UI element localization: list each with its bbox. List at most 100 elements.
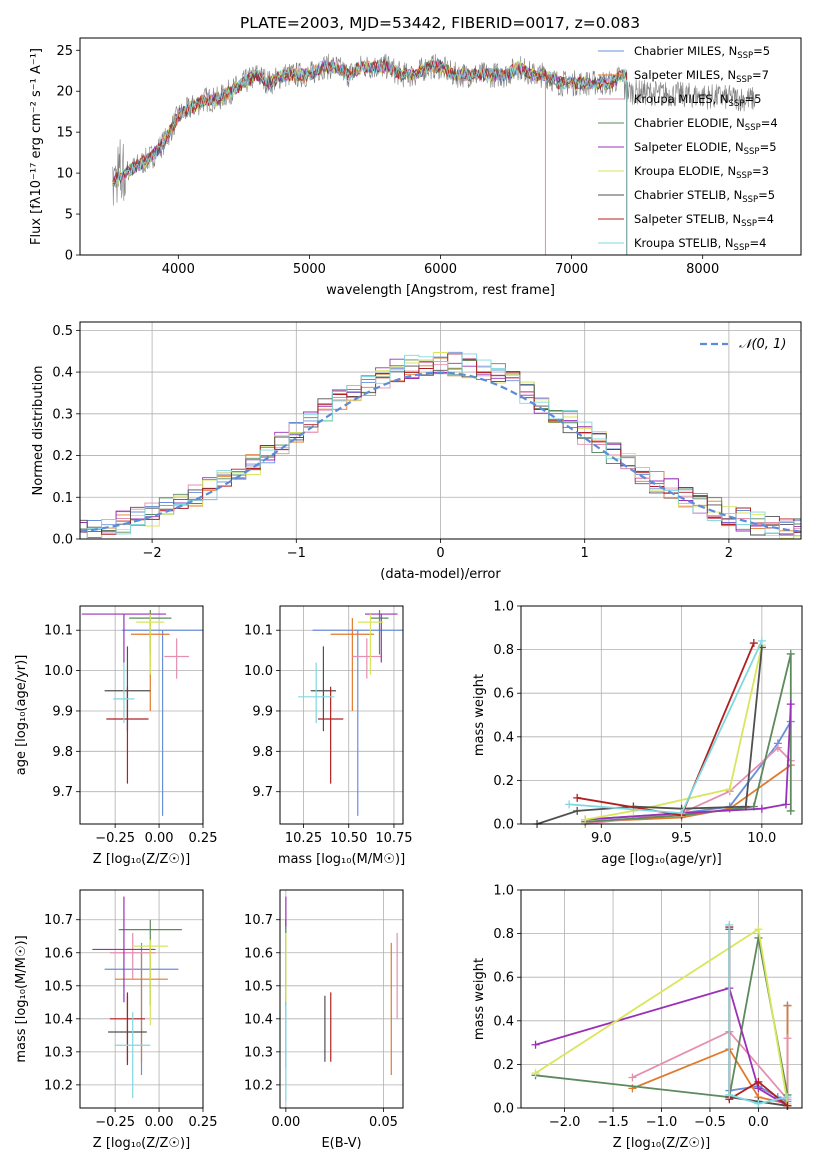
legend-suffix: =7 xyxy=(752,68,769,82)
x-tick-label: −1 xyxy=(287,546,306,561)
residual-histogram-3 xyxy=(80,359,801,538)
x-tick-label: 9.0 xyxy=(591,831,612,846)
y-tick-label: 0.0 xyxy=(493,818,514,833)
age-vs-mass-plot-area xyxy=(298,610,403,816)
y-tick-label: 9.9 xyxy=(252,704,273,719)
y-tick-label: 0.8 xyxy=(493,643,514,658)
y-tick-label: 10.1 xyxy=(244,624,273,639)
x-axis-label: Z [log₁₀(Z/Z☉)] xyxy=(613,1136,710,1151)
spectrum-plot-area xyxy=(112,53,756,255)
x-axis-label: mass [log₁₀(M/M☉)] xyxy=(278,852,405,867)
legend-suffix: =4 xyxy=(761,116,778,130)
mass-vs-Z-axes xyxy=(76,890,204,1112)
x-axis-label: age [log₁₀(age/yr)] xyxy=(601,852,722,867)
x-tick-label: 10.0 xyxy=(747,831,776,846)
legend-subscript: SSP xyxy=(734,243,750,253)
weight-marker-5 xyxy=(754,925,763,934)
y-tick-label: 10.6 xyxy=(44,946,73,961)
x-axis-label: Z [log₁₀(Z/Z☉)] xyxy=(93,852,190,867)
residual-histogram-5 xyxy=(80,352,801,539)
y-tick-label: 10.0 xyxy=(44,664,73,679)
residual-histogram-0 xyxy=(80,351,801,531)
y-tick-label: 10.0 xyxy=(244,664,273,679)
chart-title: PLATE=2003, MJD=53442, FIBERID=0017, z=0… xyxy=(240,14,640,32)
y-tick-label: 10.2 xyxy=(244,1078,273,1093)
y-tick-label: 1.0 xyxy=(493,884,514,899)
legend-suffix: =5 xyxy=(753,44,770,58)
x-tick-label: 2 xyxy=(725,546,733,561)
y-tick-label: 0.6 xyxy=(493,687,514,702)
y-tick-label: 9.9 xyxy=(52,704,73,719)
y-tick-label: 0.5 xyxy=(52,324,73,339)
weight-marker-2 xyxy=(773,743,782,752)
weight-marker-5 xyxy=(725,785,734,794)
weight-marker-2 xyxy=(628,1073,637,1082)
weight-vs-age-axes xyxy=(517,605,802,828)
weight-marker-3 xyxy=(786,806,795,815)
legend-subscript: SSP xyxy=(736,75,752,85)
y-tick-label: 0.0 xyxy=(52,533,73,548)
weight-marker-8 xyxy=(783,1093,792,1102)
weight-line-8 xyxy=(728,924,788,1105)
x-axis-label: Z [log₁₀(Z/Z☉)] xyxy=(93,1136,190,1151)
x-tick-label: 9.5 xyxy=(671,831,692,846)
x-tick-label: 10.25 xyxy=(285,831,322,846)
y-tick-label: 0.2 xyxy=(493,774,514,789)
axes-frame xyxy=(520,605,803,825)
weight-vs-Z-plot-area xyxy=(531,920,792,1110)
y-tick-label: 10.1 xyxy=(44,624,73,639)
y-tick-label: 10.6 xyxy=(244,946,273,961)
y-tick-label: 10.4 xyxy=(44,1012,73,1027)
y-tick-label: 0.3 xyxy=(52,407,73,422)
x-tick-label: −0.5 xyxy=(694,1115,726,1130)
weight-marker-8 xyxy=(754,1099,763,1108)
legend-label: Salpeter STELIB, N xyxy=(634,212,741,226)
axes-frame xyxy=(79,889,204,1109)
axes-frame xyxy=(279,605,404,825)
x-tick-label: −1.0 xyxy=(646,1115,678,1130)
legend-normal-label: 𝒩(0, 1) xyxy=(739,337,786,352)
legend-label: Chabrier STELIB, N xyxy=(634,188,742,202)
axes-frame xyxy=(79,605,204,825)
legend-label: Chabrier MILES, N xyxy=(634,44,737,58)
weight-marker-4 xyxy=(786,700,795,709)
y-tick-label: 10 xyxy=(56,167,73,182)
y-tick-label: 10.5 xyxy=(244,979,273,994)
weight-marker-6 xyxy=(741,802,750,811)
x-tick-label: 10.50 xyxy=(330,831,367,846)
x-axis-label: wavelength [Angstrom, rest frame] xyxy=(326,283,555,298)
x-tick-label: 4000 xyxy=(162,262,195,277)
legend-entry-8: Kroupa STELIB, NSSP=4 xyxy=(634,236,766,253)
legend-entry-2: Kroupa MILES, NSSP=5 xyxy=(634,92,761,109)
legend-subscript: SSP xyxy=(737,51,753,61)
weight-marker-8 xyxy=(725,920,734,929)
axes-frame xyxy=(279,889,404,1109)
model-spectrum-line-4 xyxy=(112,59,628,255)
weight-line-3 xyxy=(585,653,792,823)
axes-frame xyxy=(79,321,802,540)
model-spectrum-line-5 xyxy=(112,60,628,255)
x-tick-label: 10.75 xyxy=(375,831,412,846)
weight-marker-5 xyxy=(531,1069,540,1078)
weight-marker-8 xyxy=(725,1090,734,1099)
y-axis-label: Flux [fλ10⁻¹⁷ erg cm⁻² s⁻¹ A⁻¹] xyxy=(29,48,44,245)
legend-entry-7: Salpeter STELIB, NSSP=4 xyxy=(634,212,774,229)
y-tick-label: 10.3 xyxy=(44,1045,73,1060)
weight-marker-7 xyxy=(573,793,582,802)
legend-suffix: =3 xyxy=(752,164,769,178)
weight-marker-6 xyxy=(573,806,582,815)
x-tick-label: 0.05 xyxy=(369,1115,398,1130)
y-tick-label: 10.2 xyxy=(44,1078,73,1093)
weight-marker-4 xyxy=(757,804,766,813)
weight-marker-7 xyxy=(754,1077,763,1086)
x-tick-label: 0 xyxy=(436,546,444,561)
legend-entry-5: Kroupa ELODIE, NSSP=3 xyxy=(634,164,769,181)
legend-suffix: =5 xyxy=(760,140,777,154)
x-tick-label: 6000 xyxy=(424,262,457,277)
y-tick-label: 0.2 xyxy=(52,449,73,464)
x-tick-label: 1 xyxy=(581,546,589,561)
weight-line-6 xyxy=(536,647,763,825)
weight-marker-8 xyxy=(565,800,574,809)
y-tick-label: 10.7 xyxy=(244,913,273,928)
